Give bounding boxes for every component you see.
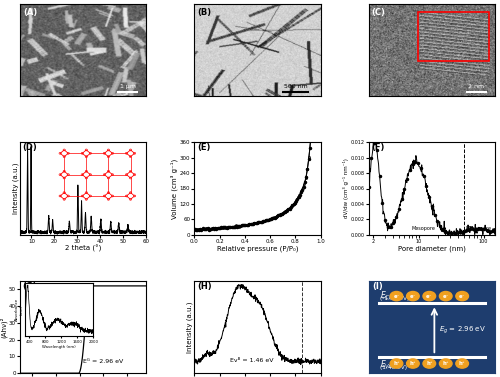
Circle shape [456,291,468,301]
Text: e⁻: e⁻ [459,294,466,299]
Text: $E_{VB}$: $E_{VB}$ [380,359,394,371]
Y-axis label: dV/dw (cm³ g⁻¹ nm⁻¹): dV/dw (cm³ g⁻¹ nm⁻¹) [343,159,349,218]
Circle shape [406,291,419,301]
Text: h⁺: h⁺ [393,361,400,366]
Text: (-1.50 eV): (-1.50 eV) [380,296,410,301]
Text: (C): (C) [372,8,386,17]
Circle shape [406,359,419,368]
Text: $E_{CB}$: $E_{CB}$ [380,289,394,302]
Y-axis label: Intensity (a.u.): Intensity (a.u.) [12,163,18,214]
Text: (F): (F) [371,143,384,152]
Bar [418,12,489,61]
Text: (E): (E) [197,143,210,152]
Circle shape [440,359,452,368]
Text: h⁺: h⁺ [426,361,432,366]
Circle shape [440,291,452,301]
Text: h⁺: h⁺ [442,361,449,366]
Circle shape [390,359,403,368]
Text: 2 nm: 2 nm [468,84,484,89]
Text: (G): (G) [22,282,37,291]
Circle shape [423,359,436,368]
X-axis label: Pore diameter (nm): Pore diameter (nm) [398,245,466,252]
Text: Macropore: Macropore [466,226,492,231]
X-axis label: Relative pressure (P/P₀): Relative pressure (P/P₀) [217,245,298,252]
Text: (D): (D) [22,143,38,152]
Text: (A): (A) [23,8,37,17]
X-axis label: 2 theta (°): 2 theta (°) [65,245,102,253]
Text: (1.46 eV): (1.46 eV) [380,365,407,370]
Text: 1 μm: 1 μm [120,84,136,89]
Text: h⁺: h⁺ [459,361,466,366]
Text: 500 nm: 500 nm [284,84,308,89]
Circle shape [423,291,436,301]
Text: $E_g$ = 2.96 eV: $E_g$ = 2.96 eV [439,324,486,336]
Text: Eᴠᴮ = 1.46 eV: Eᴠᴮ = 1.46 eV [230,358,273,363]
Text: Mesopore: Mesopore [412,226,436,231]
Text: (H): (H) [197,282,212,291]
Text: e⁻: e⁻ [394,294,400,299]
Text: Eᴳ = 2.96 eV: Eᴳ = 2.96 eV [83,359,124,364]
Circle shape [390,291,403,301]
Text: (B): (B) [197,8,212,17]
Text: e⁻: e⁻ [442,294,449,299]
Text: e⁻: e⁻ [410,294,416,299]
Y-axis label: (Ahν)²: (Ahν)² [0,316,8,338]
Text: e⁻: e⁻ [426,294,432,299]
Y-axis label: Intensity (a.u.): Intensity (a.u.) [186,301,193,353]
Y-axis label: Volume (cm³ g⁻¹): Volume (cm³ g⁻¹) [171,158,178,219]
Text: (I): (I) [372,282,383,291]
Text: h⁺: h⁺ [410,361,416,366]
Circle shape [456,359,468,368]
